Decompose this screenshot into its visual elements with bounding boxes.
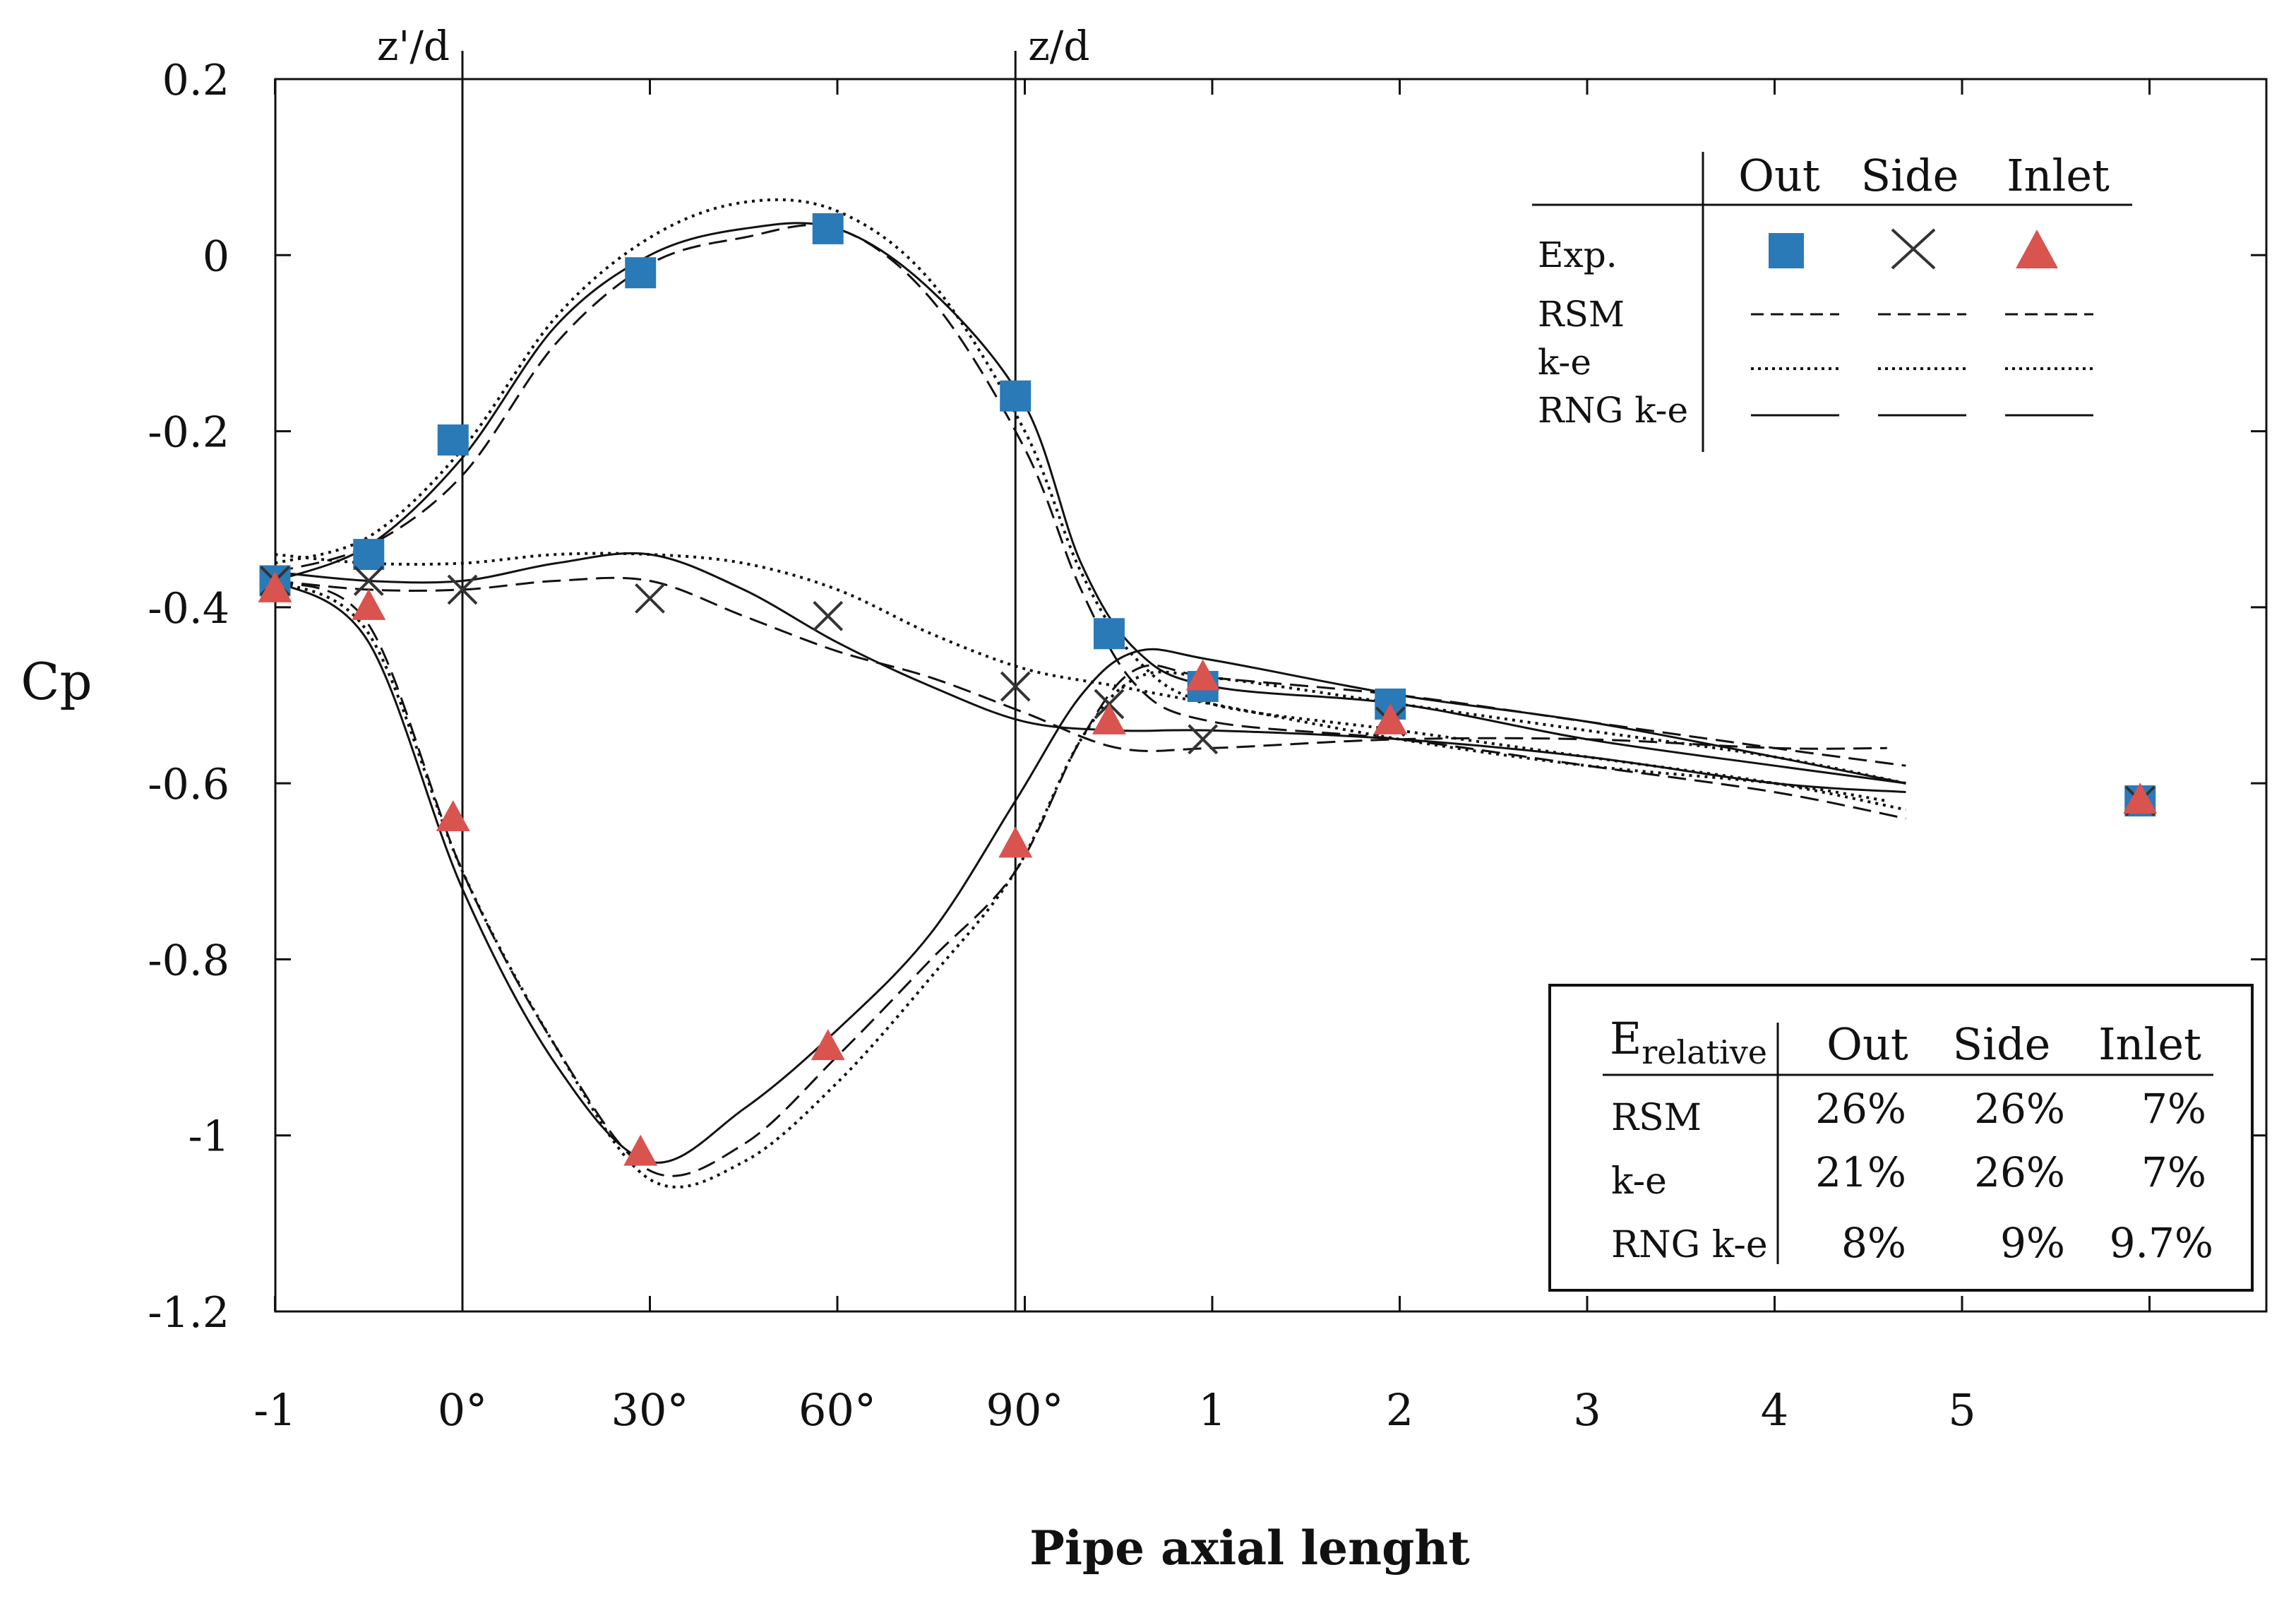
error-table-header: Erelative	[1610, 1013, 1767, 1071]
point-exp-inlet	[811, 1029, 845, 1061]
legend-row-rng-ke: RNG k-e	[1538, 390, 1688, 431]
x-axis-label: Pipe axial lenght	[1029, 1520, 1470, 1576]
x-tick-label: 60°	[799, 1384, 876, 1436]
point-exp-out	[437, 424, 469, 456]
series-line-rng-k-e-inlet	[274, 580, 1906, 1164]
x-tick-label: 0°	[438, 1384, 487, 1436]
error-table-frame	[1548, 984, 2254, 1292]
y-tick-label: -0.2	[148, 408, 229, 458]
point-exp-inlet	[258, 571, 292, 602]
point-exp-out	[1000, 380, 1032, 412]
marker-layer	[258, 213, 2158, 1166]
point-exp-side	[813, 600, 844, 631]
point-exp-inlet	[1092, 703, 1126, 734]
error-row-label: k-e	[1611, 1160, 1667, 1203]
vertical-line-label: z/d	[1028, 22, 1089, 70]
point-exp-inlet	[998, 826, 1033, 858]
legend-marker-inlet-triangle	[2016, 230, 2058, 268]
y-tick-label: -1	[189, 1112, 229, 1162]
series-line-k-e-out	[274, 198, 1906, 811]
error-cell: 21%	[1815, 1148, 1906, 1196]
x-tick-label: 2	[1386, 1384, 1413, 1436]
error-cell: 26%	[1815, 1085, 1906, 1133]
error-table-header-main: E	[1610, 1013, 1642, 1064]
point-exp-inlet	[1373, 703, 1408, 734]
legend-header-side: Side	[1861, 150, 1959, 201]
series-line-k-e-inlet	[274, 579, 1906, 1189]
axes: 0.2 0 -0.2 -0.4 -0.6 -0.8 -1 -1.2 -1 0° 30° 60° 90° 1…	[148, 56, 2266, 1436]
x-tick-label: 30°	[611, 1384, 689, 1436]
y-tick-label: 0.2	[162, 56, 229, 105]
point-exp-side	[447, 574, 478, 605]
error-col-side: Side	[1953, 1018, 2051, 1070]
vertical-reference-lines: z'/d z/d	[377, 22, 1089, 1311]
point-exp-side	[353, 566, 384, 596]
x-tick-label: 4	[1761, 1384, 1788, 1436]
legend-row-ke: k-e	[1538, 342, 1591, 383]
error-cell: 7%	[2141, 1085, 2206, 1133]
x-tick-label: 1	[1198, 1384, 1226, 1436]
legend-row-rsm: RSM	[1538, 294, 1625, 335]
point-exp-out	[1093, 618, 1125, 650]
error-cell: 8%	[1841, 1219, 1906, 1267]
legend: Out Side Inlet Exp. RSM k-e RNG k-e	[1532, 150, 2132, 452]
error-table-header-sub: relative	[1642, 1033, 1767, 1071]
legend-header-out: Out	[1738, 150, 1820, 201]
error-cell: 7%	[2141, 1148, 2206, 1196]
point-exp-out	[812, 213, 844, 244]
error-cell: 26%	[1974, 1148, 2065, 1196]
series-line-k-e-side	[275, 552, 1888, 803]
x-tick-label: 3	[1573, 1384, 1601, 1436]
error-table: Erelative Out Side Inlet RSM 26% 26% 7% …	[1548, 984, 2254, 1292]
error-col-inlet: Inlet	[2098, 1018, 2201, 1070]
y-tick-label: -0.4	[148, 584, 229, 633]
y-axis-label: Cp	[20, 652, 92, 711]
point-exp-side	[1000, 671, 1031, 702]
vertical-line-label: z'/d	[377, 22, 450, 70]
point-exp-inlet	[436, 800, 470, 831]
plot-frame	[274, 78, 2268, 1313]
y-tick-label: -1.2	[148, 1288, 229, 1338]
point-exp-side	[635, 583, 665, 614]
point-exp-inlet	[1185, 659, 1220, 691]
error-cell: 9%	[2000, 1219, 2065, 1267]
error-col-out: Out	[1826, 1018, 1908, 1070]
y-tick-label: 0	[203, 232, 229, 281]
legend-marker-side-x	[1891, 228, 1936, 270]
x-tick-label: -1	[253, 1384, 296, 1436]
y-tick-label: -0.8	[148, 936, 229, 985]
error-row-label: RNG k-e	[1611, 1224, 1768, 1266]
y-tick-label: -0.6	[148, 760, 229, 809]
point-exp-inlet	[623, 1134, 658, 1166]
legend-row-exp: Exp.	[1538, 234, 1618, 275]
series-line-rng-k-e-side	[275, 552, 1906, 794]
error-cell: 26%	[1974, 1085, 2065, 1133]
series-line-rng-k-e-out	[274, 222, 1906, 785]
legend-marker-out-square	[1769, 233, 1804, 268]
error-cell: 9.7%	[2110, 1219, 2213, 1267]
x-tick-label: 90°	[986, 1384, 1064, 1436]
x-tick-label: 5	[1948, 1384, 1975, 1436]
point-exp-out	[625, 257, 657, 289]
error-row-label: RSM	[1611, 1097, 1702, 1139]
point-exp-inlet	[352, 588, 386, 620]
series-line-rsm-side	[275, 576, 1887, 752]
point-exp-inlet	[2123, 782, 2158, 814]
point-exp-out	[353, 539, 385, 571]
legend-header-inlet: Inlet	[2007, 150, 2110, 201]
point-exp-side	[1188, 724, 1219, 755]
